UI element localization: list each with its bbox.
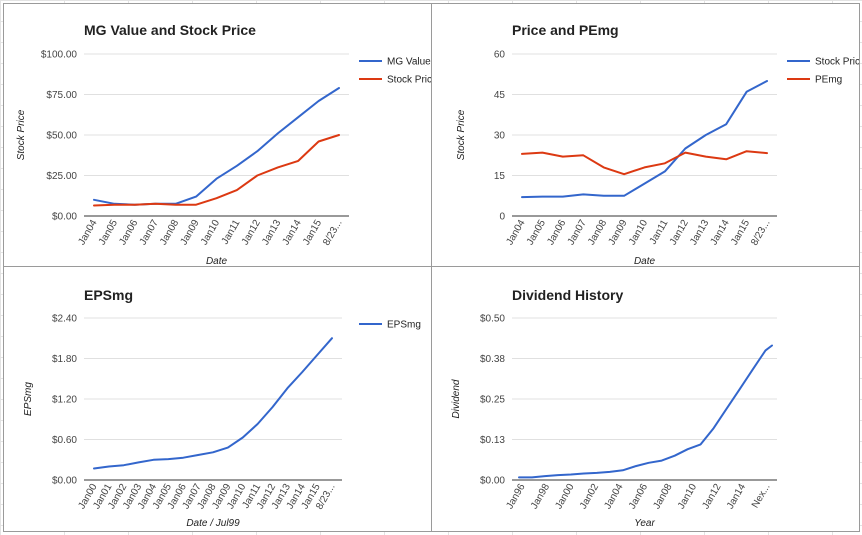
x-tick-label: Jan06 [545, 218, 568, 247]
y-axis-title: Dividend [451, 379, 462, 418]
x-tick-label: Jan14 [725, 482, 748, 511]
x-tick-label: 8/23... [749, 218, 772, 248]
x-tick-label: Jan96 [504, 482, 527, 511]
x-tick-label: Jan12 [700, 482, 723, 511]
series-line-mg-value [93, 87, 340, 206]
x-tick-label: Jan10 [627, 218, 650, 247]
x-tick-label: Jan05 [525, 218, 548, 247]
x-axis-title: Date [206, 256, 228, 267]
y-tick-label: $25.00 [46, 171, 77, 182]
x-tick-label: Jan98 [529, 482, 552, 511]
x-tick-label: Jan12 [668, 218, 691, 247]
x-tick-label: Jan07 [138, 218, 161, 247]
y-tick-label: 30 [494, 131, 506, 142]
y-tick-label: 45 [494, 90, 506, 101]
series-line-pemg [521, 150, 768, 176]
chart-epsmg: EPSmg$2.40$1.80$1.20$0.60$0.00Jan00Jan01… [23, 287, 421, 529]
x-tick-label: Jan08 [586, 218, 609, 247]
chart-dividend: Dividend History $0.50 $0.38 $0.25 $0.13 $0.0… [451, 287, 777, 529]
x-tick-label: Jan04 [76, 218, 99, 247]
x-tick-label: Jan00 [553, 482, 576, 511]
y-tick-label: $0.50 [480, 314, 505, 325]
chart-title: Dividend History [512, 287, 623, 303]
chart-epsmg-panel[interactable]: EPSmg $2.40 $1.80 $1.20 $0.60 $0.00 Jan00 Jan01… [3, 266, 432, 532]
x-tick-label: Jan06 [117, 218, 140, 247]
x-tick-label: Jan13 [260, 218, 283, 247]
chart-title: EPSmg [84, 287, 133, 303]
y-tick-label: 0 [499, 212, 505, 223]
series-line-stock-price [521, 80, 768, 199]
y-tick-label: $0.13 [480, 435, 505, 446]
y-tick-label: $0.25 [480, 395, 505, 406]
x-tick-label: Jan04 [504, 218, 527, 247]
x-tick-label: Jan13 [688, 218, 711, 247]
legend-label: Stock Pric [815, 57, 860, 68]
x-tick-label: Jan10 [676, 482, 699, 511]
x-tick-label: Jan07 [566, 218, 589, 247]
x-tick-label: Jan04 [602, 482, 625, 511]
x-axis-title: Date / Jul99 [186, 518, 240, 529]
legend-label: MG Value [387, 57, 431, 68]
x-tick-label: Nex... [750, 482, 773, 510]
y-axis-title: EPSmg [23, 382, 34, 416]
chart-mg-value-panel[interactable]: MG Value and Stock Price $100.00 $75.00 $50… [3, 3, 432, 267]
y-axis-title: Stock Price [16, 109, 27, 160]
x-axis-title: Year [634, 518, 655, 529]
y-tick-label: $0.60 [52, 435, 77, 446]
chart-mg-value: MG Value and Stock Price $100.00 $75.00 $50… [16, 22, 432, 267]
x-tick-label: Jan06 [627, 482, 650, 511]
x-tick-label: 8/23... [321, 218, 344, 248]
y-tick-label: $0.00 [52, 212, 77, 223]
y-tick-label: $0.00 [480, 476, 505, 487]
x-tick-label: Jan08 [651, 482, 674, 511]
chart-price-pe: Price and PEmg604530150Jan04Jan05Jan06Ja… [456, 22, 860, 267]
y-tick-label: $0.00 [52, 476, 77, 487]
chart-title: MG Value and Stock Price [84, 22, 256, 38]
chart-title: Price and PEmg [512, 22, 619, 38]
legend-label: Stock Pric [387, 75, 432, 86]
chart-dividend-panel[interactable]: Dividend History $0.50 $0.38 $0.25 $0.13 $0.0… [431, 266, 860, 532]
legend-label: EPSmg [387, 320, 421, 331]
y-tick-label: $0.38 [480, 354, 505, 365]
y-tick-label: 15 [494, 171, 506, 182]
x-tick-label: Jan14 [281, 218, 304, 247]
x-axis-title: Date [634, 256, 656, 267]
legend-label: PEmg [815, 75, 842, 86]
y-tick-label: $100.00 [41, 50, 78, 61]
x-tick-label: Jan14 [709, 218, 732, 247]
x-tick-label: Jan08 [158, 218, 181, 247]
series-line-epsmg [93, 337, 333, 470]
series-line-stock-price [93, 134, 340, 207]
x-tick-label: Jan05 [97, 218, 120, 247]
x-tick-label: Jan02 [578, 482, 601, 511]
chart-price-pe-panel[interactable]: Price and PEmg 60 45 30 15 0 Jan04 Jan05 Jan06 Ja… [431, 3, 860, 267]
y-tick-label: $75.00 [46, 90, 77, 101]
y-tick-label: $2.40 [52, 314, 77, 325]
y-tick-label: $50.00 [46, 131, 77, 142]
x-tick-label: Jan12 [240, 218, 263, 247]
series-line-dividend [518, 344, 773, 479]
y-tick-label: 60 [494, 50, 506, 61]
y-axis-title: Stock Price [456, 109, 467, 160]
x-tick-label: Jan10 [199, 218, 222, 247]
y-tick-label: $1.80 [52, 354, 77, 365]
y-tick-label: $1.20 [52, 395, 77, 406]
x-tick-label: Jan09 [179, 218, 202, 247]
x-tick-label: Jan09 [607, 218, 630, 247]
